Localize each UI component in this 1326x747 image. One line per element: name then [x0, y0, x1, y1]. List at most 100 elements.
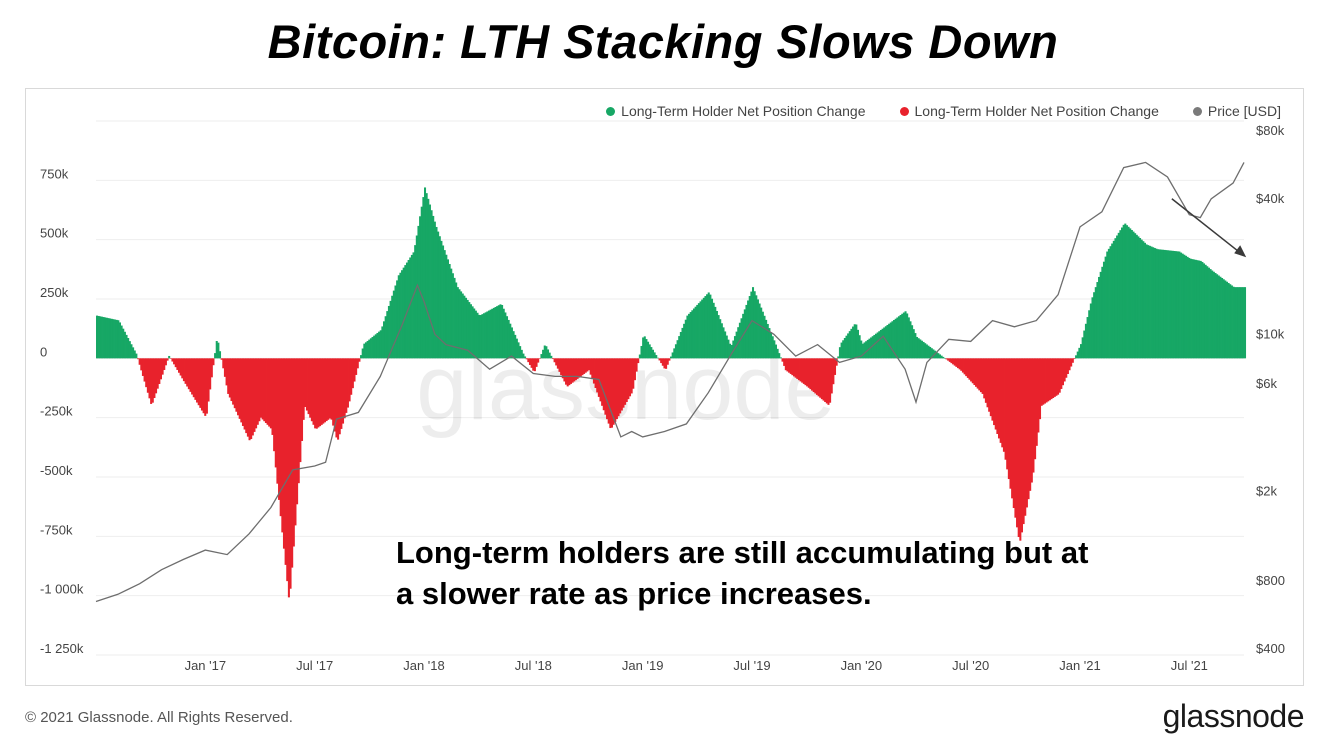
- bar-negative: [187, 358, 190, 390]
- bar-positive: [486, 311, 489, 359]
- bar-positive: [1234, 287, 1237, 359]
- bar-positive: [906, 313, 909, 359]
- bar-positive: [479, 315, 482, 359]
- bar-negative: [553, 358, 556, 363]
- bar-negative: [1065, 358, 1068, 378]
- bar-positive: [474, 310, 477, 359]
- bar-negative: [560, 358, 563, 376]
- bar-positive: [1189, 258, 1192, 359]
- bar-negative: [1012, 358, 1015, 509]
- bar-positive: [391, 295, 394, 359]
- bar-positive: [850, 328, 853, 359]
- bar-negative: [637, 358, 640, 364]
- bar-positive: [1147, 245, 1150, 359]
- bar-negative: [268, 358, 271, 427]
- bar-positive: [1193, 259, 1196, 359]
- bar-negative: [794, 358, 797, 378]
- bar-negative: [988, 358, 991, 412]
- bar-positive: [848, 331, 851, 359]
- bar-positive: [109, 318, 112, 359]
- bar-negative: [1039, 358, 1042, 420]
- bar-negative: [223, 358, 226, 377]
- bar-positive: [1237, 287, 1240, 359]
- bar-positive: [1212, 271, 1215, 359]
- bar-positive: [1216, 274, 1219, 359]
- bar-negative: [345, 358, 348, 413]
- bar-positive: [729, 343, 732, 359]
- bar-negative: [273, 358, 276, 452]
- bar-positive: [422, 197, 425, 359]
- bar-positive: [750, 291, 753, 359]
- bar-negative: [314, 358, 317, 429]
- bar-positive: [442, 245, 445, 359]
- bar-positive: [1239, 287, 1242, 359]
- bar-positive: [901, 313, 904, 359]
- bar-negative: [233, 358, 236, 409]
- y-right-tick-label: $6k: [1256, 376, 1277, 391]
- bar-negative: [996, 358, 999, 434]
- bar-positive: [1117, 232, 1120, 359]
- bar-negative: [998, 358, 1001, 439]
- bar-positive: [743, 309, 746, 359]
- x-tick-label: Jul '17: [296, 658, 333, 673]
- bar-negative: [1004, 358, 1007, 460]
- bar-negative: [143, 358, 146, 382]
- bar-negative: [281, 358, 284, 533]
- bar-positive: [394, 285, 397, 359]
- bar-negative: [176, 358, 179, 370]
- bar-negative: [986, 358, 989, 408]
- bar-positive: [748, 296, 751, 359]
- bar-positive: [706, 294, 709, 359]
- bar-negative: [1070, 358, 1073, 367]
- bar-negative: [566, 358, 569, 387]
- x-tick-label: Jan '20: [841, 658, 883, 673]
- bar-positive: [873, 334, 876, 359]
- bar-positive: [648, 344, 651, 359]
- bar-negative: [350, 358, 353, 395]
- bar-positive: [881, 328, 884, 359]
- bar-positive: [389, 300, 392, 359]
- bar-negative: [191, 358, 194, 395]
- bar-positive: [717, 315, 720, 359]
- footer-logo: glassnode: [1162, 698, 1305, 734]
- bar-positive: [1244, 287, 1247, 359]
- legend-item-price[interactable]: Price [USD]: [1192, 103, 1281, 119]
- bar-positive: [911, 325, 914, 359]
- bar-negative: [301, 358, 304, 441]
- legend-item-negative[interactable]: Long-Term Holder Net Position Change: [899, 103, 1159, 119]
- bar-negative: [235, 358, 238, 412]
- bar-positive: [684, 319, 687, 359]
- bar-negative: [558, 358, 561, 372]
- bar-positive: [651, 349, 654, 359]
- bar-negative: [297, 358, 300, 484]
- bar-positive: [707, 292, 710, 359]
- bar-negative: [148, 358, 151, 399]
- legend-positive-label: Long-Term Holder Net Position Change: [621, 103, 866, 119]
- bar-positive: [942, 356, 945, 359]
- bar-negative: [601, 358, 604, 406]
- bar-positive: [1086, 317, 1089, 359]
- bar-positive: [1219, 276, 1222, 359]
- bar-negative: [307, 358, 310, 415]
- bar-positive: [1181, 253, 1184, 359]
- bar-positive: [1171, 250, 1174, 359]
- legend-item-positive[interactable]: Long-Term Holder Net Position Change: [606, 103, 866, 119]
- bar-negative: [538, 358, 541, 359]
- bar-positive: [1107, 248, 1110, 359]
- bar-negative: [1073, 358, 1076, 360]
- bar-positive: [132, 347, 135, 359]
- bar-positive: [779, 357, 782, 359]
- bar-negative: [660, 358, 663, 364]
- bar-negative: [1040, 358, 1043, 406]
- bar-negative: [1048, 358, 1051, 401]
- bar-negative: [196, 358, 199, 403]
- bar-negative: [783, 358, 786, 366]
- bar-positive: [653, 352, 656, 359]
- bar-positive: [692, 308, 695, 359]
- bar-negative: [569, 358, 572, 384]
- bar-positive: [468, 302, 471, 359]
- bar-positive: [763, 315, 766, 359]
- bar-positive: [1145, 244, 1148, 359]
- bar-positive: [460, 291, 463, 359]
- bar-negative: [1060, 358, 1063, 389]
